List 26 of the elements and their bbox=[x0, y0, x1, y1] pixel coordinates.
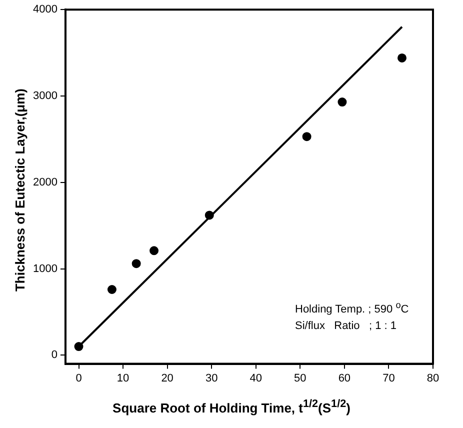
y-axis-title: Thickness of Eutectic Layer,(μm) bbox=[12, 88, 28, 292]
annotation: Si/flux Ratio ; 1 : 1 bbox=[295, 320, 398, 332]
x-tick-label: 50 bbox=[294, 372, 306, 384]
x-axis-title: Square Root of Holding Time, t$^{1/2}$(S$^{1/2}$) bbox=[112, 398, 352, 416]
x-tick-label: 0 bbox=[76, 372, 82, 384]
point bbox=[204, 210, 214, 220]
point bbox=[132, 259, 141, 268]
x-tick-label: 70 bbox=[382, 372, 395, 384]
annotation: Holding Temp. ; 590 $^{o}$C bbox=[295, 300, 409, 316]
y-tick-label: 0 bbox=[51, 349, 58, 362]
x-tick-label: 10 bbox=[116, 372, 130, 384]
x-tick-label: 60 bbox=[338, 372, 351, 384]
y-tick-label: 1000 bbox=[32, 262, 58, 275]
x-tick-label: 20 bbox=[161, 372, 174, 384]
point bbox=[150, 246, 159, 256]
point bbox=[302, 132, 312, 142]
x-tick-label: 40 bbox=[250, 372, 262, 384]
point bbox=[107, 285, 116, 294]
point bbox=[398, 53, 407, 62]
point bbox=[338, 98, 347, 107]
point bbox=[74, 342, 84, 352]
y-tick-label: 2000 bbox=[32, 176, 58, 188]
x-tick-label: 30 bbox=[205, 372, 218, 384]
y-tick-label: 4000 bbox=[32, 4, 58, 16]
y-tick-label: 3000 bbox=[32, 90, 58, 102]
x-tick-label: 80 bbox=[426, 372, 440, 384]
